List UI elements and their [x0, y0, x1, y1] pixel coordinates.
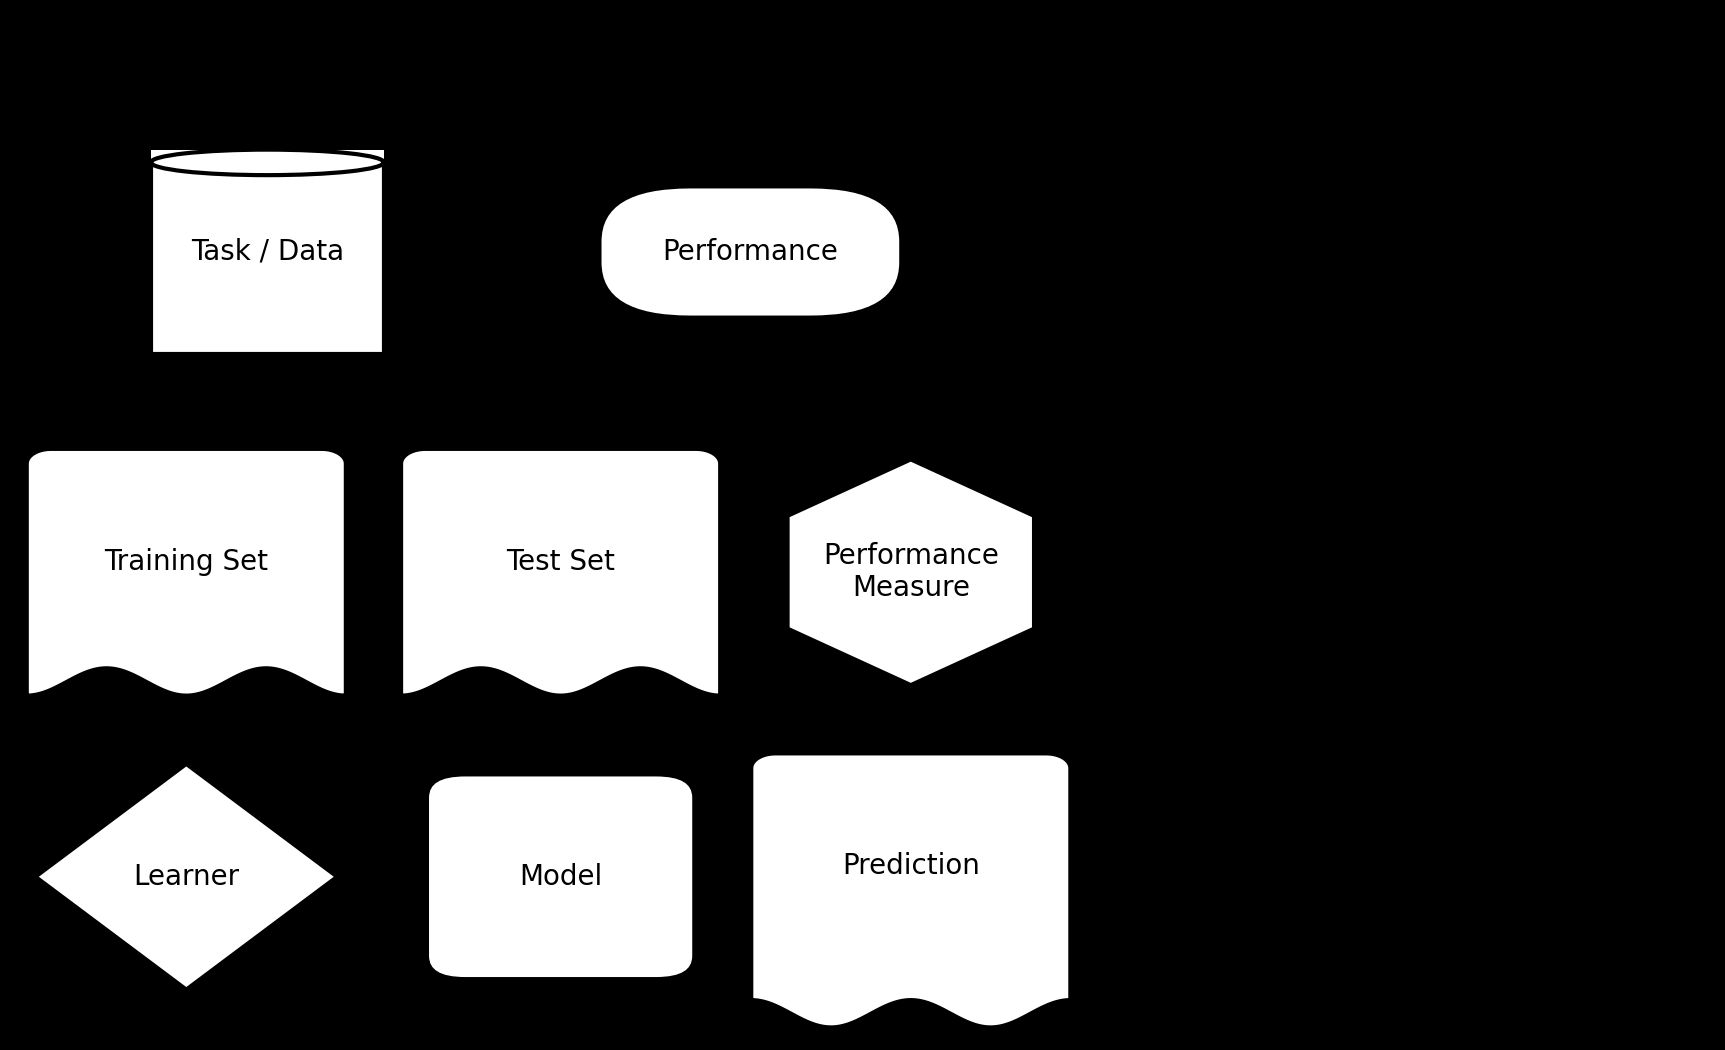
Text: Performance
Measure: Performance Measure [823, 542, 999, 603]
Bar [152, 149, 383, 355]
Polygon shape [750, 754, 1070, 1027]
Ellipse shape [152, 149, 383, 175]
Polygon shape [34, 764, 338, 989]
Text: Test Set: Test Set [505, 548, 616, 575]
Text: Training Set: Training Set [104, 548, 269, 575]
Polygon shape [788, 460, 1033, 685]
FancyBboxPatch shape [428, 775, 693, 979]
Text: Performance: Performance [662, 238, 838, 266]
Polygon shape [400, 449, 721, 695]
Text: Prediction: Prediction [842, 853, 980, 880]
Polygon shape [26, 449, 345, 695]
Text: Model: Model [519, 863, 602, 890]
FancyBboxPatch shape [600, 187, 900, 317]
Text: Task / Data: Task / Data [191, 238, 343, 266]
Text: Learner: Learner [133, 863, 240, 890]
